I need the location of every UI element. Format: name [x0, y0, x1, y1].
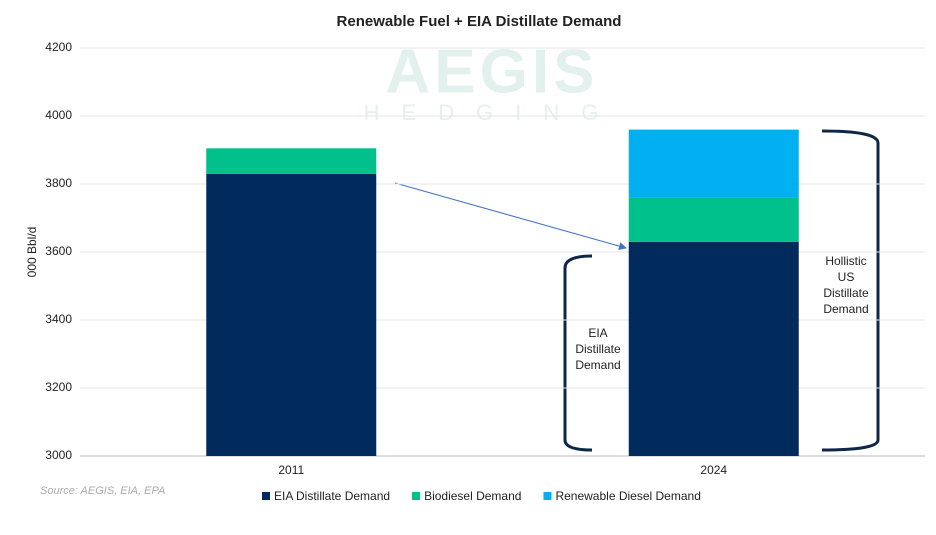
- bar-segment: [206, 173, 377, 457]
- legend-label: Renewable Diesel Demand: [555, 489, 700, 503]
- brace: [821, 129, 880, 452]
- y-tick-label: 3800: [45, 176, 72, 190]
- bar-segment: [628, 129, 799, 198]
- legend-swatch: [543, 492, 552, 500]
- y-tick-label: 3200: [45, 380, 72, 394]
- legend-label: Biodiesel Demand: [424, 489, 521, 503]
- bar-segment: [206, 148, 377, 174]
- x-tick-label: 2024: [700, 463, 727, 477]
- arrow: [394, 182, 627, 250]
- y-tick-label: 4000: [45, 108, 72, 122]
- annotation: Hollistic US Distillate Demand: [823, 254, 869, 316]
- source: Source: AEGIS, EIA, EPA: [40, 485, 165, 497]
- bar-segment: [628, 197, 799, 242]
- legend-label: EIA Distillate Demand: [274, 489, 390, 503]
- watermark: AEGIS: [386, 37, 599, 106]
- y-axis-label: 000 Bbl/d: [25, 227, 39, 278]
- y-tick-label: 4200: [45, 40, 72, 54]
- y-tick-label: 3600: [45, 244, 72, 258]
- x-tick-label: 2011: [278, 463, 304, 477]
- brace: [563, 254, 593, 452]
- y-tick-label: 3000: [45, 448, 72, 462]
- y-tick-label: 3400: [45, 312, 72, 326]
- chart-title: Renewable Fuel + EIA Distillate Demand: [337, 13, 622, 30]
- annotation: EIA Distillate Demand: [575, 326, 621, 372]
- watermark: HEDGING: [364, 100, 621, 125]
- bar-segment: [628, 241, 799, 456]
- legend-swatch: [412, 492, 421, 500]
- legend-swatch: [262, 492, 270, 500]
